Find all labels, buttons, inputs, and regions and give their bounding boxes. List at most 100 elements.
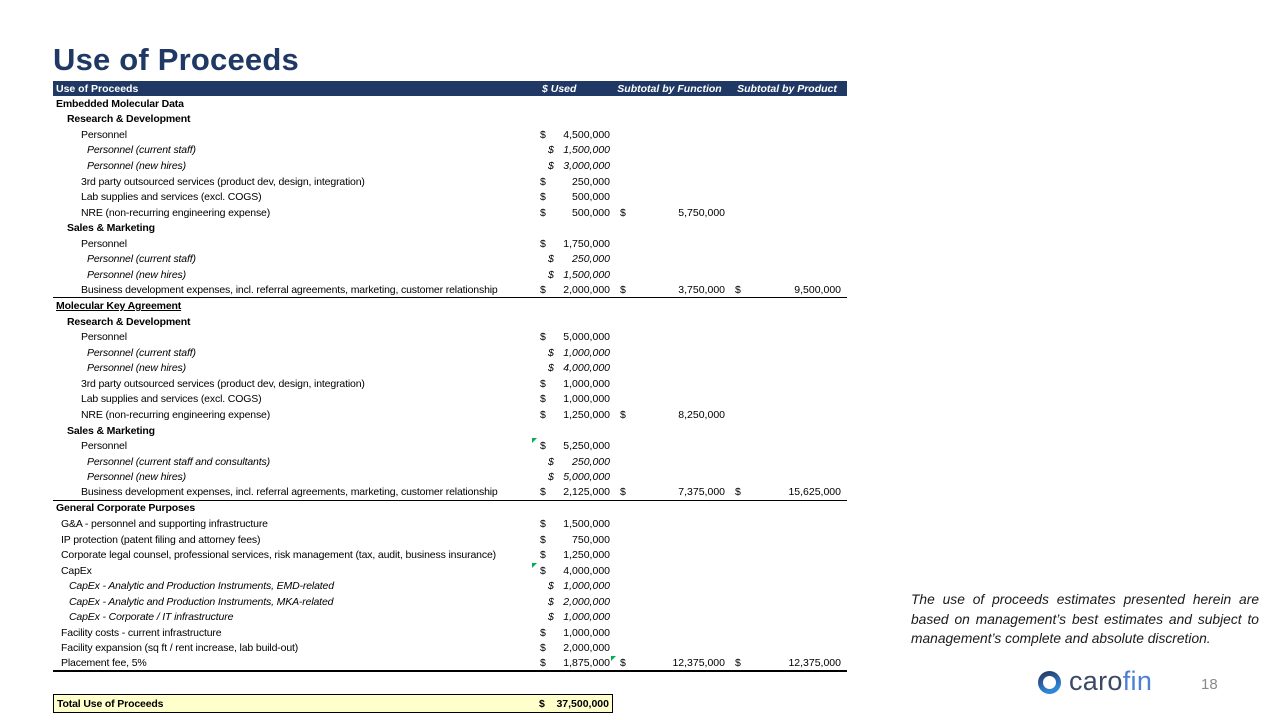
subtotal-product-cell bbox=[727, 345, 847, 361]
currency-symbol: $ bbox=[548, 253, 554, 266]
amount-value: 1,000,000 bbox=[563, 377, 610, 390]
table-row: Sales & Marketing bbox=[53, 221, 847, 237]
subtotal-function-cell bbox=[612, 267, 727, 283]
used-amount-cell: $4,500,000 bbox=[533, 127, 612, 143]
currency-symbol: $ bbox=[735, 284, 741, 297]
total-used-cell: $ 37,500,000 bbox=[532, 695, 612, 712]
currency-symbol: $ bbox=[620, 486, 626, 499]
amount-value: 5,750,000 bbox=[678, 206, 725, 219]
currency-symbol: $ bbox=[548, 346, 554, 359]
currency-symbol: $ bbox=[548, 595, 554, 608]
currency-symbol: $ bbox=[540, 206, 546, 219]
row-label: Personnel bbox=[81, 440, 127, 453]
carofin-logo: carofin bbox=[1036, 668, 1152, 695]
used-amount-cell: $1,000,000 bbox=[533, 392, 612, 408]
subtotal-product-cell bbox=[727, 625, 847, 641]
currency-symbol: $ bbox=[540, 175, 546, 188]
subtotal-function-cell: $3,750,000 bbox=[612, 283, 727, 298]
subtotal-function-cell bbox=[612, 547, 727, 563]
subtotal-product-cell bbox=[727, 174, 847, 190]
used-amount-cell bbox=[533, 314, 612, 330]
subtotal-function-cell bbox=[612, 314, 727, 330]
used-amount-cell: $1,500,000 bbox=[533, 143, 612, 159]
amount-value: 3,750,000 bbox=[678, 284, 725, 297]
subtotal-product-cell bbox=[727, 423, 847, 439]
subtotal-function-cell bbox=[612, 361, 727, 377]
row-label: NRE (non-recurring engineering expense) bbox=[81, 206, 271, 219]
subtotal-function-cell bbox=[612, 501, 727, 517]
subtotal-product-cell bbox=[727, 470, 847, 486]
amount-value: 5,250,000 bbox=[563, 440, 610, 453]
used-amount-cell bbox=[533, 221, 612, 237]
subtotal-product-cell bbox=[727, 314, 847, 330]
table-row: Personnel (new hires) $5,000,000 bbox=[53, 470, 847, 486]
subtotal-function-cell: $7,375,000 bbox=[612, 485, 727, 500]
amount-value: 2,000,000 bbox=[563, 284, 610, 297]
disclaimer-text: The use of proceeds estimates presented … bbox=[911, 592, 1259, 646]
subtotal-function-cell bbox=[612, 143, 727, 159]
amount-value: 15,625,000 bbox=[788, 486, 841, 499]
used-amount-cell: $750,000 bbox=[533, 532, 612, 548]
used-amount-cell: $500,000 bbox=[533, 189, 612, 205]
subtotal-product-cell bbox=[727, 547, 847, 563]
used-amount-cell: $2,000,000 bbox=[533, 283, 612, 298]
page-title: Use of Proceeds bbox=[53, 42, 299, 77]
currency-symbol: $ bbox=[540, 486, 546, 499]
currency-symbol: $ bbox=[540, 533, 546, 546]
total-use-of-proceeds-row: Total Use of Proceeds $ 37,500,000 bbox=[53, 694, 613, 713]
table-row: Personnel $5,000,000 bbox=[53, 329, 847, 345]
table-row: Personnel (new hires) $1,500,000 bbox=[53, 267, 847, 283]
subtotal-function-cell bbox=[612, 189, 727, 205]
used-amount-cell: $3,000,000 bbox=[533, 158, 612, 174]
table-row: IP protection (patent filing and attorne… bbox=[53, 532, 847, 548]
amount-value: 5,000,000 bbox=[563, 331, 610, 344]
table-body: Embedded Molecular Data Research & Develo… bbox=[53, 96, 847, 672]
used-amount-cell: $250,000 bbox=[533, 252, 612, 268]
used-amount-cell: $1,750,000 bbox=[533, 236, 612, 252]
comment-marker-icon bbox=[532, 438, 537, 444]
row-label: IP protection (patent filing and attorne… bbox=[61, 533, 261, 546]
currency-symbol: $ bbox=[540, 393, 546, 406]
table-row: NRE (non-recurring engineering expense) $… bbox=[53, 205, 847, 221]
amount-value: 12,375,000 bbox=[788, 657, 841, 670]
table-row: CapEx - Corporate / IT infrastructure $1,… bbox=[53, 610, 847, 626]
header-use-of-proceeds: Use of Proceeds bbox=[56, 82, 139, 95]
subtotal-function-cell bbox=[612, 578, 727, 594]
row-label: CapEx - Analytic and Production Instrume… bbox=[69, 580, 334, 593]
currency-symbol: $ bbox=[540, 517, 546, 530]
amount-value: 2,000,000 bbox=[563, 595, 610, 608]
subtotal-function-cell bbox=[612, 376, 727, 392]
subtotal-function-cell bbox=[612, 298, 727, 314]
table-row: Personnel $1,750,000 bbox=[53, 236, 847, 252]
currency-symbol: $ bbox=[540, 564, 546, 577]
used-amount-cell: $1,500,000 bbox=[533, 516, 612, 532]
subtotal-function-cell bbox=[612, 516, 727, 532]
used-amount-cell: $250,000 bbox=[533, 174, 612, 190]
subtotal-function-cell bbox=[612, 252, 727, 268]
table-row: 3rd party outsourced services (product d… bbox=[53, 376, 847, 392]
row-label: Personnel bbox=[81, 331, 127, 344]
currency-symbol: $ bbox=[548, 144, 554, 157]
amount-value: 1,000,000 bbox=[563, 393, 610, 406]
subtotal-product-cell bbox=[727, 578, 847, 594]
subtotal-function-cell bbox=[612, 610, 727, 626]
currency-symbol: $ bbox=[548, 160, 554, 173]
subtotal-function-cell bbox=[612, 221, 727, 237]
row-label: Lab supplies and services (excl. COGS) bbox=[81, 393, 262, 406]
row-label: Personnel bbox=[81, 237, 127, 250]
subtotal-product-cell bbox=[727, 407, 847, 423]
table-row: Research & Development bbox=[53, 112, 847, 128]
amount-value: 5,000,000 bbox=[563, 471, 610, 484]
row-label: Personnel (new hires) bbox=[87, 160, 186, 173]
subtotal-function-cell bbox=[612, 594, 727, 610]
subtotal-product-cell bbox=[727, 532, 847, 548]
row-label: Personnel (new hires) bbox=[87, 362, 186, 375]
row-label: CapEx bbox=[61, 564, 92, 577]
subtotal-product-cell bbox=[727, 236, 847, 252]
subtotal-product-cell bbox=[727, 329, 847, 345]
used-amount-cell: $1,000,000 bbox=[533, 610, 612, 626]
currency-symbol: $ bbox=[620, 409, 626, 422]
table-row: Facility expansion (sq ft / rent increas… bbox=[53, 641, 847, 657]
currency-symbol: $ bbox=[735, 657, 741, 670]
table-row: NRE (non-recurring engineering expense) $… bbox=[53, 407, 847, 423]
